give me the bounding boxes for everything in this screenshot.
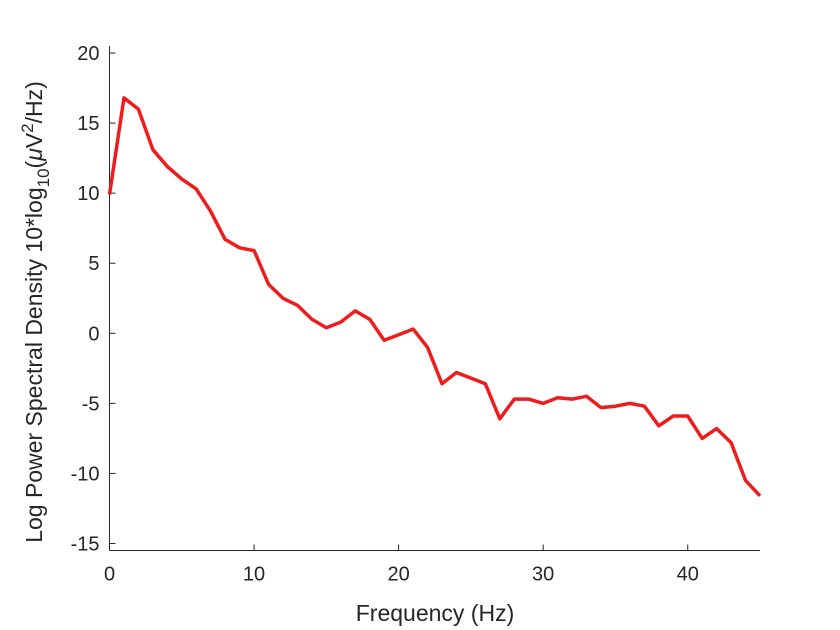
y-tick-label: 10 [77, 183, 99, 205]
x-tick-label: 40 [677, 564, 699, 586]
y-axis-label: Log Power Spectral Density 10*log10(μV2/… [18, 81, 53, 543]
y-tick-label: 0 [88, 323, 99, 345]
y-tick-label: -10 [71, 463, 100, 485]
y-axis-label-subscript: 10 [34, 168, 53, 187]
x-tick-label: 30 [532, 564, 554, 586]
y-tick-label: -5 [82, 393, 100, 415]
psd-line [107, 96, 762, 497]
y-axis-label-part: ( [21, 160, 47, 168]
y-tick-label: 5 [88, 253, 99, 275]
x-tick-label: 10 [243, 564, 265, 586]
y-axis-label-part: Log Power Spectral Density 10*log [21, 187, 47, 542]
y-tick-label: 20 [77, 43, 99, 65]
y-axis-label-part: /Hz) [21, 81, 47, 123]
y-ticks: -15 -10 -5 0 5 10 15 20 [71, 43, 116, 555]
x-tick-label: 20 [387, 564, 409, 586]
series-layer [107, 96, 762, 497]
y-axis-label-part: V [21, 132, 47, 148]
axes [109, 46, 760, 551]
y-axis-label-part: μ [21, 148, 47, 162]
y-tick-label: 15 [77, 113, 99, 135]
x-axis-label: Frequency (Hz) [356, 600, 514, 626]
x-tick-label: 0 [104, 564, 115, 586]
x-ticks: 0 10 20 30 40 [104, 544, 699, 586]
y-axis-label-superscript: 2 [18, 123, 37, 132]
y-tick-label: -15 [71, 533, 100, 555]
